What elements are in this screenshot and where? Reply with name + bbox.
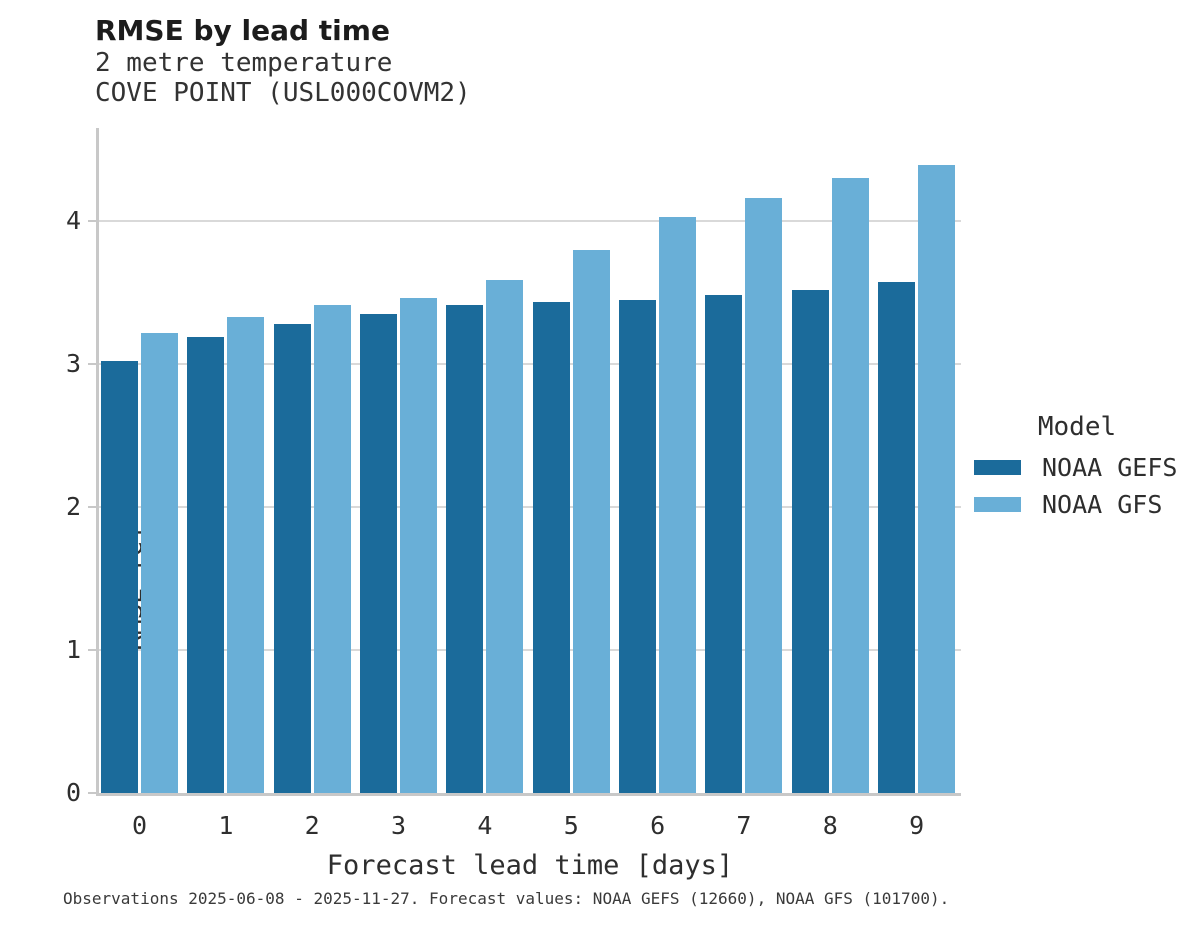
x-tick-label-1: 1 [218, 811, 234, 840]
x-tick-label-3: 3 [391, 811, 407, 840]
bar-noaa-gefs-day-2 [273, 323, 311, 793]
footer-caption: Observations 2025-06-08 - 2025-11-27. Fo… [63, 889, 950, 908]
x-tick-label-8: 8 [822, 811, 838, 840]
bar-noaa-gefs-day-3 [360, 313, 398, 793]
y-tick-mark-1 [88, 649, 96, 651]
x-tick-label-5: 5 [563, 811, 579, 840]
legend-item-label: NOAA GFS [1042, 489, 1163, 519]
y-tick-label-4: 4 [65, 205, 81, 235]
x-tick-label-7: 7 [736, 811, 752, 840]
y-tick-label-1: 1 [65, 635, 81, 664]
bar-noaa-gefs-day-6 [619, 299, 657, 793]
y-tick-mark-3 [88, 362, 96, 365]
legend-title: Model [1037, 412, 1117, 442]
bar-noaa-gfs-day-8 [831, 178, 869, 793]
bar-noaa-gefs-day-4 [446, 305, 484, 793]
bar-noaa-gefs-day-7 [705, 295, 743, 793]
x-tick-label-9: 9 [909, 811, 925, 840]
bar-noaa-gefs-day-9 [878, 282, 916, 793]
legend-item-noaa-gfs: NOAA GFS [974, 489, 1180, 519]
x-tick-label-0: 0 [131, 811, 148, 840]
y-tick-label-0: 0 [65, 778, 81, 807]
legend-item-label: NOAA GEFS [1042, 452, 1178, 482]
plot-area: RMSE [C] Forecast lead time [days] 01234… [66, 128, 961, 881]
gridline-y-4 [99, 219, 961, 222]
legend: Model NOAA GEFS NOAA GFS [974, 412, 1180, 529]
bar-noaa-gefs-day-1 [187, 336, 225, 793]
gridline-y-2 [99, 505, 961, 508]
bar-noaa-gfs-day-7 [745, 198, 783, 793]
y-tick-mark-4 [88, 219, 96, 222]
bar-noaa-gfs-day-2 [313, 305, 351, 793]
y-tick-mark-0 [88, 792, 96, 794]
chart-subtitle-variable: 2 metre temperature [95, 48, 393, 78]
bar-noaa-gfs-day-1 [227, 316, 265, 793]
y-tick-mark-2 [88, 505, 96, 508]
bar-noaa-gfs-day-6 [659, 216, 697, 793]
x-tick-label-2: 2 [304, 811, 320, 840]
gridline-y-1 [99, 649, 961, 651]
legend-swatch-noaa-gefs [974, 459, 1021, 475]
gridline-y-3 [99, 362, 961, 365]
chart-title: RMSE by lead time [95, 14, 390, 47]
y-tick-label-2: 2 [65, 491, 81, 521]
bar-noaa-gefs-day-0 [101, 361, 138, 793]
x-axis-label: Forecast lead time [days] [326, 850, 734, 881]
x-tick-label-4: 4 [477, 811, 493, 840]
chart-header: RMSE by lead time 2 metre temperature CO… [95, 14, 471, 108]
legend-swatch-noaa-gfs [974, 496, 1021, 512]
bar-noaa-gfs-day-4 [486, 279, 524, 793]
bar-noaa-gfs-day-0 [141, 332, 178, 793]
x-tick-label-6: 6 [650, 811, 666, 840]
bar-noaa-gefs-day-5 [532, 302, 570, 793]
y-tick-label-3: 3 [65, 348, 81, 378]
chart-subtitle-station: COVE POINT (USL000COVM2) [95, 78, 471, 108]
bar-noaa-gfs-day-5 [572, 249, 610, 793]
legend-item-noaa-gefs: NOAA GEFS [974, 452, 1180, 482]
bar-noaa-gfs-day-3 [400, 298, 438, 793]
bar-noaa-gefs-day-8 [791, 289, 829, 793]
bar-noaa-gfs-day-9 [918, 165, 956, 793]
